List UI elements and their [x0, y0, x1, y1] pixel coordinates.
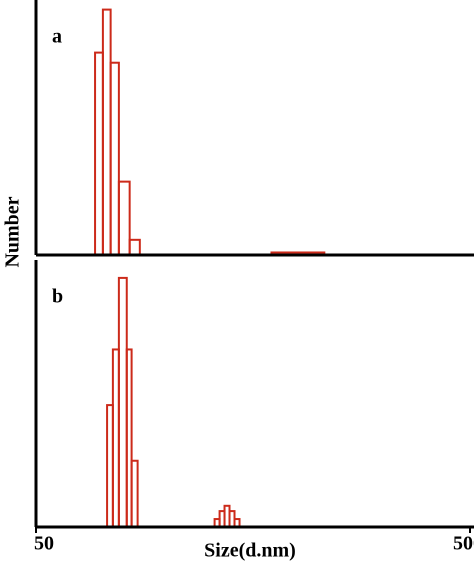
- x-tick-label: 50000: [453, 533, 474, 555]
- x-axis-label: Size(d.nm): [204, 540, 296, 562]
- histogram-bar: [117, 180, 131, 257]
- histogram-bar: [94, 51, 104, 256]
- panel-label: a: [52, 26, 62, 48]
- histogram-bar: [128, 238, 141, 257]
- x-tick-label: 50: [34, 533, 54, 555]
- histogram-bar: [109, 61, 120, 256]
- panel-label: b: [52, 286, 63, 308]
- y-axis-label: Number: [2, 196, 24, 267]
- histogram-bar: [101, 8, 112, 257]
- histogram-bar: [117, 276, 128, 528]
- histogram-bar: [130, 459, 139, 528]
